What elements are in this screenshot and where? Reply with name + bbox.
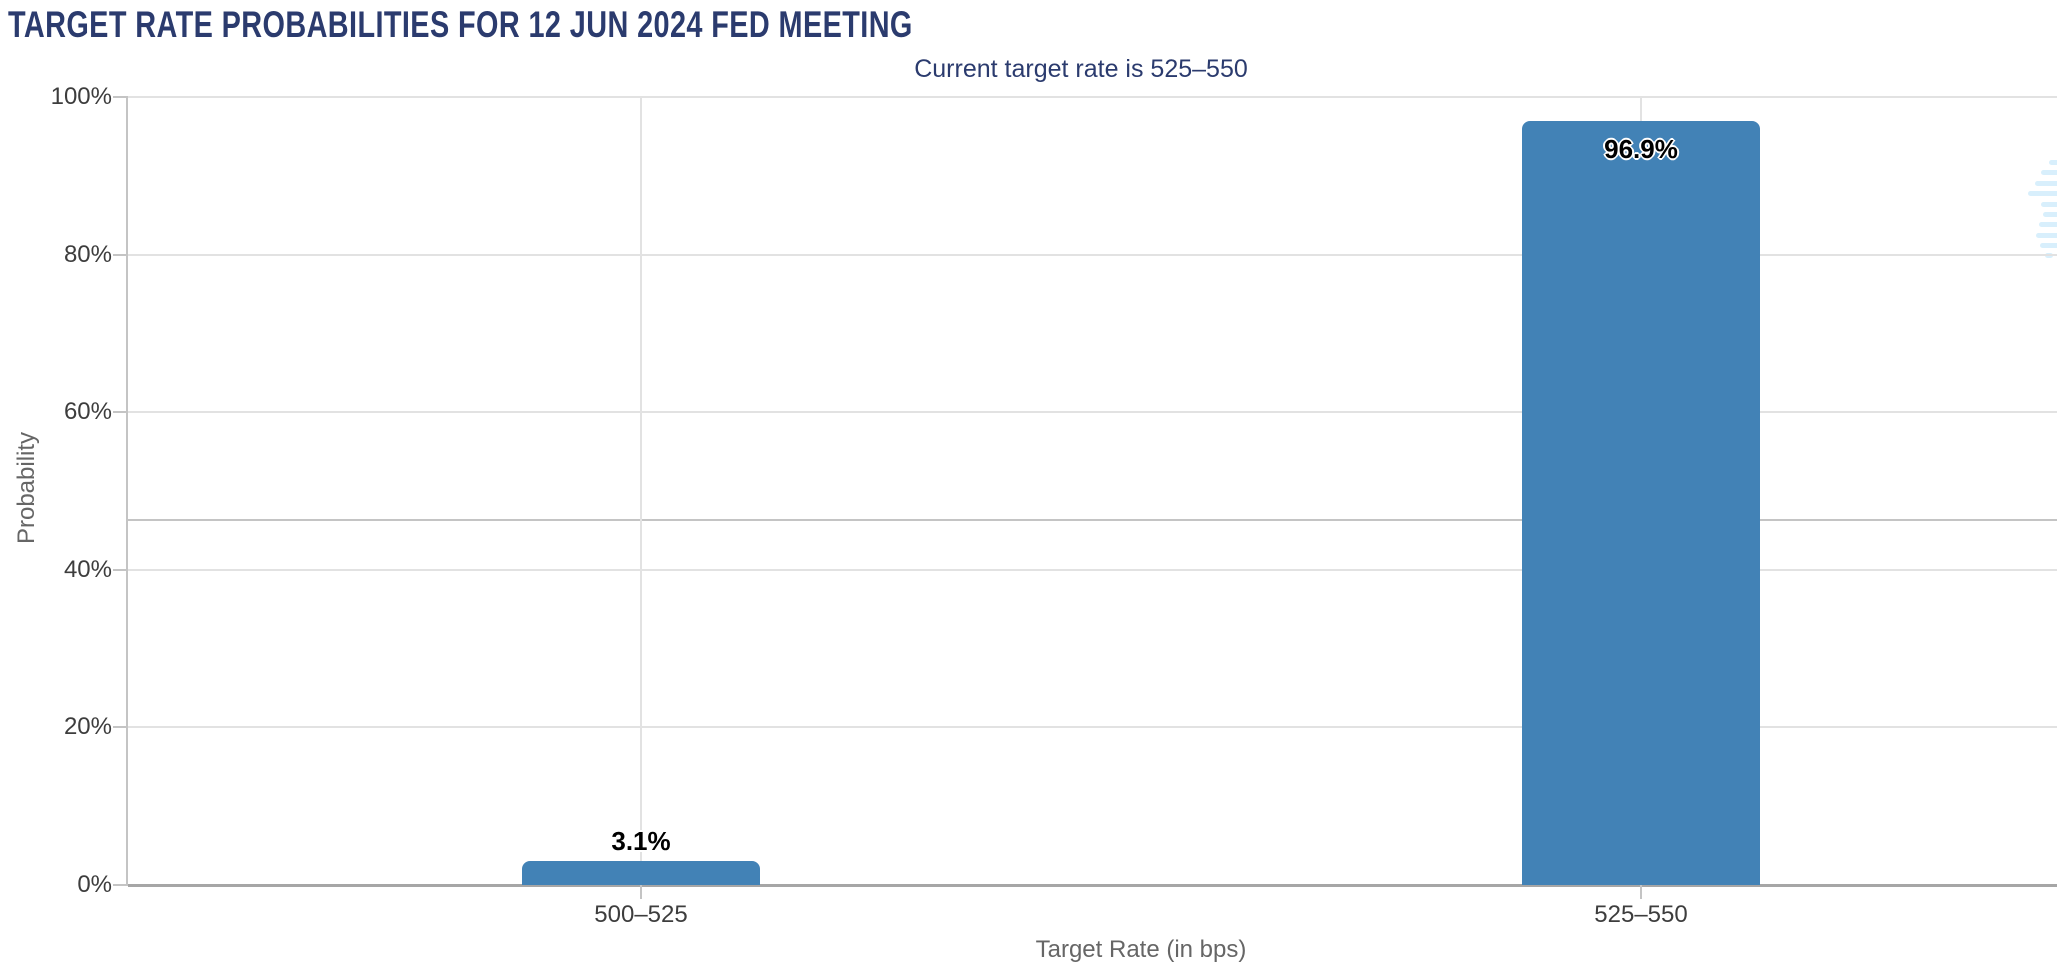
y-gridline	[128, 253, 2057, 256]
x-tick	[1640, 885, 1642, 899]
x-axis-title: Target Rate (in bps)	[1035, 936, 1247, 963]
y-tick	[113, 568, 128, 571]
watermark-stripe	[2041, 202, 2057, 207]
probability-bar[interactable]	[1522, 121, 1760, 885]
x-category-label: 525–550	[1594, 901, 1688, 928]
y-tick	[113, 726, 128, 729]
y-gridline	[128, 96, 2057, 98]
x-axis-line	[128, 884, 2057, 887]
y-tick-label: 0%	[77, 871, 112, 898]
y-tick	[113, 253, 128, 256]
watermark-stripe	[2049, 160, 2057, 165]
y-tick-label: 80%	[63, 240, 112, 268]
y-axis-line	[126, 97, 128, 886]
watermark-stripe	[2036, 233, 2057, 238]
x-tick	[640, 885, 642, 899]
watermark-stripe	[2040, 243, 2057, 248]
y-tick-label: 40%	[63, 555, 112, 583]
watermark-stripe	[2035, 181, 2057, 186]
unlabeled-gridline	[128, 519, 2057, 522]
y-tick	[113, 411, 128, 414]
y-gridline	[128, 726, 2057, 729]
watermark-stripe	[2041, 170, 2057, 175]
y-tick-label: 20%	[63, 713, 112, 741]
bar-value-label: 96.9%	[1604, 134, 1678, 164]
chart-subtitle: Current target rate is 525–550	[914, 55, 1248, 83]
y-tick	[113, 96, 128, 98]
watermark-stripe	[2028, 191, 2057, 196]
y-tick-label: 60%	[63, 398, 112, 426]
y-gridline	[128, 568, 2057, 571]
y-tick	[113, 884, 128, 886]
y-gridline	[128, 411, 2057, 414]
x-gridline	[640, 97, 642, 885]
probability-bar[interactable]	[522, 861, 760, 885]
y-tick-label: 100%	[50, 83, 112, 110]
watermark-stripe	[2043, 212, 2057, 217]
watermark-stripe	[2039, 222, 2057, 227]
chart-title: TARGET RATE PROBABILITIES FOR 12 JUN 202…	[8, 4, 913, 45]
x-category-label: 500–525	[594, 901, 688, 928]
bar-value-label: 3.1%	[611, 826, 671, 856]
